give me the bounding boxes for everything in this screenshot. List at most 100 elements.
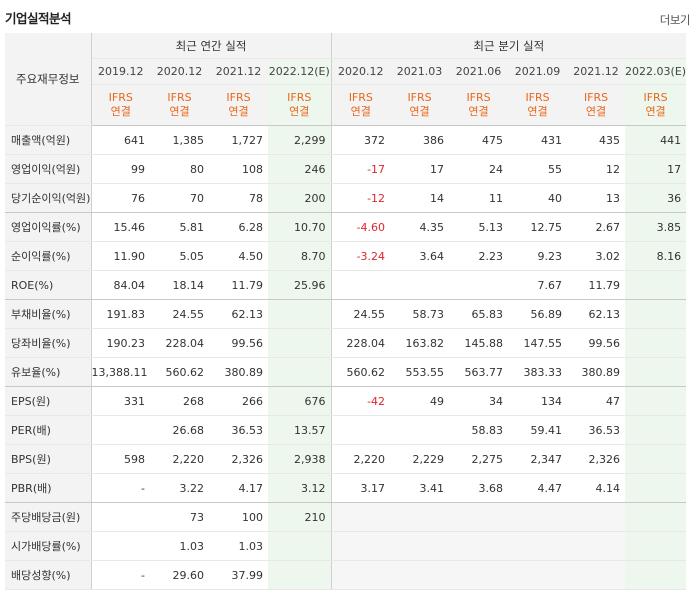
- accounting-standard-line: IFRS: [167, 91, 192, 104]
- row-header-label: 주요재무정보: [5, 33, 92, 126]
- cell-value: [567, 560, 626, 590]
- table-row: 당기순이익(억원) 76 70 78 200 -12 14 11 40 13 36: [5, 183, 687, 213]
- cell-value: 8.16: [625, 241, 687, 271]
- accounting-standard-line: 연결: [289, 105, 310, 118]
- period-header: 2019.12: [91, 58, 150, 85]
- table-head: 주요재무정보 최근 연간 실적 최근 분기 실적 2019.12 2020.12 2…: [5, 33, 687, 126]
- cell-value: -17: [331, 154, 391, 184]
- cell-value: [625, 357, 687, 387]
- row-label: PER(배): [5, 415, 92, 445]
- cell-value: 8.70: [268, 241, 332, 271]
- table-row: PER(배) 26.68 36.53 13.57 58.83 59.41 36.53: [5, 415, 687, 445]
- cell-value: [331, 560, 391, 590]
- quarter-group-header: 최근 분기 실적: [331, 33, 687, 59]
- cell-value: [508, 560, 568, 590]
- cell-value: [449, 502, 509, 532]
- cell-value: 246: [268, 154, 332, 184]
- row-label: BPS(원): [5, 444, 92, 474]
- cell-value: 99: [91, 154, 150, 184]
- accounting-standard-line: 연결: [409, 105, 430, 118]
- cell-value: -: [91, 560, 150, 590]
- cell-value: [91, 415, 150, 445]
- cell-value: 191.83: [91, 299, 150, 329]
- cell-value: 2,220: [331, 444, 391, 474]
- cell-value: 3.12: [268, 473, 332, 503]
- cell-value: 24.55: [331, 299, 391, 329]
- cell-value: [449, 531, 509, 561]
- cell-value: [390, 531, 450, 561]
- cell-value: 2,347: [508, 444, 568, 474]
- cell-value: [625, 531, 687, 561]
- cell-value: 4.50: [209, 241, 268, 271]
- cell-value: 3.64: [390, 241, 450, 271]
- cell-value: 18.14: [150, 270, 209, 300]
- cell-value: 29.60: [150, 560, 209, 590]
- cell-value: 4.17: [209, 473, 268, 503]
- cell-value: 1.03: [150, 531, 209, 561]
- row-label: 매출액(억원): [5, 125, 92, 155]
- cell-value: 34: [449, 386, 509, 416]
- period-header: 2020.12: [150, 58, 209, 85]
- period-header: 2021.12: [567, 58, 626, 85]
- table-row: ROE(%) 84.04 18.14 11.79 25.96 7.67 11.79: [5, 270, 687, 300]
- cell-value: [390, 270, 450, 300]
- cell-value: [390, 415, 450, 445]
- accounting-standard: IFRS 연결: [449, 84, 509, 126]
- cell-value: 56.89: [508, 299, 568, 329]
- accounting-standard-line: IFRS: [226, 91, 251, 104]
- cell-value: -: [91, 473, 150, 503]
- cell-value: 65.83: [449, 299, 509, 329]
- period-header: 2021.12: [209, 58, 268, 85]
- cell-value: 2,275: [449, 444, 509, 474]
- cell-value: 553.55: [390, 357, 450, 387]
- cell-value: 560.62: [150, 357, 209, 387]
- cell-value: 2.23: [449, 241, 509, 271]
- accounting-standard: IFRS 연결: [331, 84, 391, 126]
- cell-value: [625, 270, 687, 300]
- cell-value: 2,229: [390, 444, 450, 474]
- cell-value: 1,385: [150, 125, 209, 155]
- cell-value: 383.33: [508, 357, 568, 387]
- cell-value: [268, 560, 332, 590]
- section-header: 기업실적분석 더보기: [0, 0, 700, 28]
- cell-value: 190.23: [91, 328, 150, 358]
- section-title: 기업실적분석: [5, 11, 72, 26]
- table-row: 시가배당률(%) 1.03 1.03: [5, 531, 687, 561]
- cell-value: 145.88: [449, 328, 509, 358]
- cell-value: 3.22: [150, 473, 209, 503]
- cell-value: 11.79: [567, 270, 626, 300]
- row-label: 주당배당금(원): [5, 502, 92, 532]
- cell-value: 47: [567, 386, 626, 416]
- more-link[interactable]: 더보기: [659, 13, 691, 27]
- cell-value: 2,326: [209, 444, 268, 474]
- cell-value: 108: [209, 154, 268, 184]
- cell-value: -3.24: [331, 241, 391, 271]
- cell-value: 9.23: [508, 241, 568, 271]
- cell-value: 76: [91, 183, 150, 213]
- cell-value: -12: [331, 183, 391, 213]
- accounting-standard-line: IFRS: [525, 91, 550, 104]
- cell-value: 24: [449, 154, 509, 184]
- table-row: EPS(원) 331 268 266 676 -42 49 34 134 47: [5, 386, 687, 416]
- cell-value: 163.82: [390, 328, 450, 358]
- cell-value: 435: [567, 125, 626, 155]
- cell-value: 4.35: [390, 212, 450, 242]
- cell-value: 7.67: [508, 270, 568, 300]
- cell-value: [268, 531, 332, 561]
- cell-value: 441: [625, 125, 687, 155]
- cell-value: 563.77: [449, 357, 509, 387]
- accounting-standard-line: 연결: [110, 105, 131, 118]
- accounting-standard-line: IFRS: [583, 91, 609, 104]
- accounting-standard-line: 연결: [468, 105, 489, 118]
- table-row: 순이익률(%) 11.90 5.05 4.50 8.70 -3.24 3.64 2.23 9.2…: [5, 241, 687, 271]
- cell-value: 55: [508, 154, 568, 184]
- cell-value: 99.56: [209, 328, 268, 358]
- cell-value: 228.04: [331, 328, 391, 358]
- cell-value: 380.89: [209, 357, 268, 387]
- cell-value: 13,388.11: [91, 357, 150, 387]
- cell-value: 3.17: [331, 473, 391, 503]
- row-label: 당좌비율(%): [5, 328, 92, 358]
- table-body: 매출액(억원) 641 1,385 1,727 2,299 372 386 475 431 435…: [5, 125, 687, 590]
- row-label: EPS(원): [5, 386, 92, 416]
- financial-summary-table: 주요재무정보 최근 연간 실적 최근 분기 실적 2019.12 2020.12 2…: [5, 33, 687, 590]
